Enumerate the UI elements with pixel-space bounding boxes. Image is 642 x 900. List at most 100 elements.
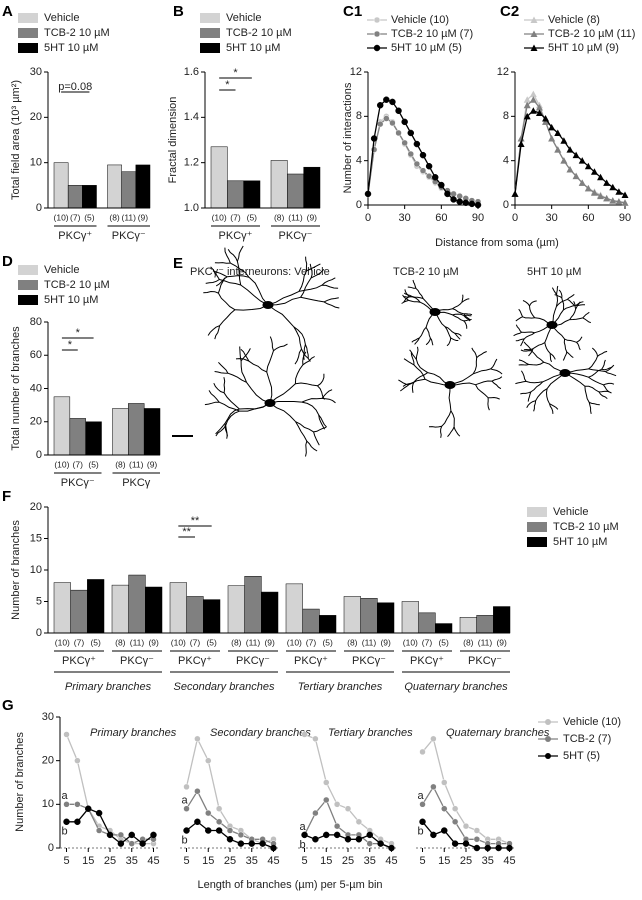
data-point bbox=[548, 123, 556, 131]
dendrite bbox=[323, 297, 339, 303]
legend-label: Vehicle bbox=[44, 12, 79, 24]
data-point bbox=[451, 818, 459, 826]
data-point bbox=[388, 844, 395, 852]
data-point bbox=[430, 831, 437, 839]
dendrite bbox=[529, 305, 536, 319]
dendrite bbox=[544, 342, 551, 354]
dendrite bbox=[575, 304, 585, 307]
dendrite bbox=[487, 397, 490, 411]
n-label: (8) bbox=[463, 637, 474, 647]
legend-marker bbox=[545, 736, 551, 742]
subplot-title: Secondary branches bbox=[210, 727, 311, 739]
y-tick-label: 4 bbox=[356, 155, 362, 167]
legend-swatch bbox=[18, 295, 38, 305]
x-tick-label: 25 bbox=[460, 855, 472, 867]
dendrite bbox=[471, 347, 478, 358]
data-point bbox=[431, 174, 439, 181]
dendrite bbox=[408, 378, 426, 385]
data-point bbox=[407, 129, 415, 137]
dendrite bbox=[454, 332, 462, 337]
dendrite bbox=[448, 384, 452, 411]
data-point bbox=[248, 840, 255, 847]
x-tick-label: 45 bbox=[147, 855, 159, 867]
dendrite bbox=[522, 300, 530, 307]
bar bbox=[82, 185, 97, 209]
dendrite bbox=[408, 299, 421, 303]
bar bbox=[459, 617, 477, 634]
data-point bbox=[323, 779, 330, 786]
dendrite bbox=[303, 344, 306, 360]
bar bbox=[401, 601, 419, 634]
group-label: PKCγ⁻ bbox=[279, 230, 313, 242]
bar bbox=[227, 180, 244, 209]
data-point bbox=[183, 783, 190, 791]
dendrite bbox=[295, 421, 308, 442]
legend-swatch bbox=[18, 43, 38, 53]
n-label: (7) bbox=[73, 459, 84, 469]
data-point bbox=[377, 840, 384, 847]
y-axis-label: Number of branches bbox=[10, 520, 22, 620]
dendrite bbox=[444, 326, 455, 334]
dendrite bbox=[212, 270, 228, 278]
dendrite bbox=[304, 344, 309, 359]
data-point bbox=[413, 140, 421, 148]
data-point bbox=[450, 196, 457, 203]
bar bbox=[169, 582, 187, 634]
n-label: (5) bbox=[90, 637, 101, 647]
dendrite bbox=[535, 388, 548, 401]
data-point bbox=[323, 831, 330, 839]
dendrite bbox=[300, 277, 312, 298]
data-point bbox=[468, 200, 476, 208]
n-label: (10) bbox=[55, 637, 70, 647]
bar bbox=[319, 615, 337, 634]
dendrite bbox=[461, 298, 470, 303]
data-point bbox=[344, 805, 352, 812]
x-axis-label: Length of branches (µm) per 5-µm bin bbox=[197, 879, 382, 891]
subplot-title: Primary branches bbox=[90, 727, 177, 739]
data-point bbox=[226, 836, 234, 843]
dendrite bbox=[412, 279, 417, 289]
dendrite bbox=[515, 316, 523, 322]
dendrite bbox=[529, 300, 537, 307]
dendrite bbox=[215, 422, 226, 435]
n-label: (7) bbox=[190, 637, 201, 647]
y-tick-label: 8 bbox=[503, 110, 509, 122]
dendrite bbox=[444, 326, 452, 339]
data-point bbox=[389, 98, 396, 106]
n-label: (9) bbox=[147, 459, 158, 469]
group-annotation: a bbox=[417, 790, 424, 802]
group-annotation: b bbox=[61, 826, 67, 838]
caption: 5HT 10 µM bbox=[527, 266, 581, 278]
dendrite bbox=[463, 320, 468, 329]
dendrite bbox=[269, 383, 296, 404]
dendrite bbox=[605, 364, 615, 372]
significance-label: * bbox=[68, 339, 73, 351]
data-point bbox=[395, 107, 402, 115]
dendrite bbox=[425, 337, 431, 346]
legend-label: TCB-2 10 µM bbox=[226, 27, 292, 39]
y-tick-label: 8 bbox=[356, 110, 362, 122]
data-point bbox=[535, 109, 543, 117]
significance-label: * bbox=[76, 327, 81, 339]
x-tick-label: 5 bbox=[183, 855, 189, 867]
legend-marker bbox=[373, 16, 381, 24]
data-point bbox=[548, 135, 556, 142]
y-tick-label: 40 bbox=[30, 382, 42, 394]
dendrite bbox=[302, 356, 315, 366]
dendrite bbox=[598, 390, 610, 393]
dendrite bbox=[294, 364, 304, 384]
legend-swatch bbox=[18, 28, 38, 38]
n-label: (8) bbox=[231, 637, 242, 647]
bar bbox=[418, 612, 436, 634]
dendrite bbox=[411, 337, 420, 343]
x-tick-label: 35 bbox=[482, 855, 494, 867]
dendrite bbox=[208, 390, 220, 403]
group-annotation: a bbox=[181, 795, 188, 807]
x-tick-label: 90 bbox=[619, 212, 631, 224]
dendrite bbox=[454, 332, 461, 340]
data-point bbox=[462, 840, 470, 847]
dendrite bbox=[321, 284, 339, 289]
y-tick-label: 12 bbox=[497, 66, 509, 78]
dendrite bbox=[518, 308, 524, 318]
data-point bbox=[590, 168, 598, 175]
